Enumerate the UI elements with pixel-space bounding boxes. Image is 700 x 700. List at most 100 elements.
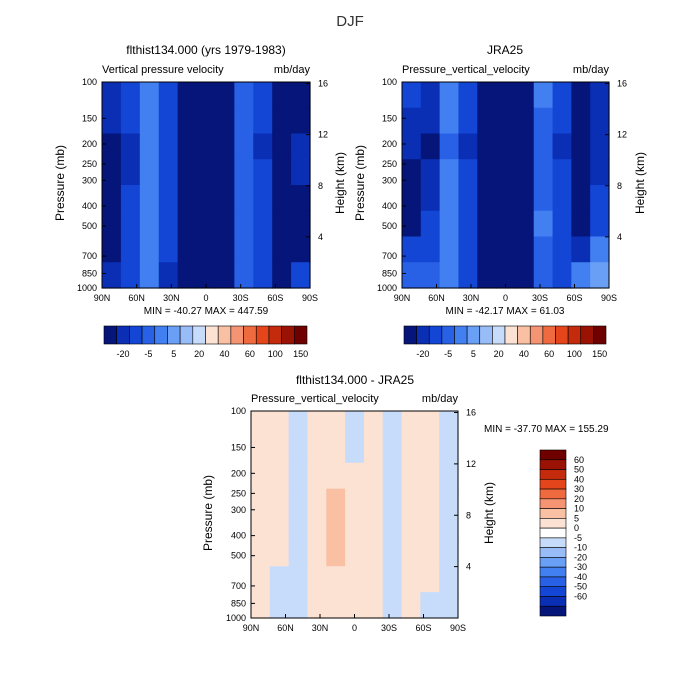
contour-cell xyxy=(458,262,478,289)
panel-subtitle: Pressure_vertical_velocity xyxy=(402,64,530,76)
contour-cell xyxy=(158,210,179,238)
contour-cell xyxy=(234,210,254,238)
panel-subtitle: Pressure_vertical_velocity xyxy=(251,393,379,405)
colorbar-swatch xyxy=(116,325,130,345)
contour-cell xyxy=(477,133,497,160)
contour-cell xyxy=(477,185,497,212)
contour-cell xyxy=(269,514,290,541)
contour-cell xyxy=(514,262,535,289)
contour-cell xyxy=(288,462,309,490)
x-tick-label: 90N xyxy=(394,293,411,303)
contour-cell xyxy=(402,262,422,289)
colorbar-label: -5 xyxy=(144,349,152,359)
colorbar-label: 20 xyxy=(574,494,584,504)
contour-cell xyxy=(288,540,309,567)
contour-cell xyxy=(177,107,198,135)
contour-cell xyxy=(514,236,535,263)
contour-cell xyxy=(439,236,460,263)
colorbar-label: 0 xyxy=(574,523,579,533)
contour-cell xyxy=(590,159,610,186)
contour-cell xyxy=(420,462,440,490)
contour-cell xyxy=(120,262,141,289)
contour-cell xyxy=(251,436,271,464)
contour-cell xyxy=(307,462,327,490)
panel-units: mb/day xyxy=(422,393,459,405)
colorbar-label: -20 xyxy=(416,349,429,359)
contour-cell xyxy=(552,133,572,160)
contour-cell xyxy=(120,236,141,263)
contour-cell xyxy=(401,436,421,464)
y-right-tick-label: 12 xyxy=(617,130,627,140)
panel-stats: MIN = -37.70 MAX = 155.29 xyxy=(484,424,609,435)
contour-cell xyxy=(382,488,403,516)
colorbar-label: 40 xyxy=(519,349,529,359)
contour-cell xyxy=(496,185,516,212)
colorbar-swatch xyxy=(466,325,481,345)
colorbar-swatch xyxy=(103,325,117,345)
colorbar-label: -5 xyxy=(444,349,452,359)
y-right-tick-label: 8 xyxy=(617,181,622,191)
contour-cell xyxy=(291,82,311,109)
x-tick-label: 0 xyxy=(203,293,208,303)
contour-cell xyxy=(477,262,497,289)
contour-cell xyxy=(420,592,440,619)
y-axis-label: Pressure (mb) xyxy=(53,145,67,221)
contour-cell xyxy=(496,133,516,160)
contour-cell xyxy=(514,133,535,160)
contour-cell xyxy=(496,107,516,135)
contour-cell xyxy=(177,262,198,289)
contour-cell xyxy=(439,133,460,160)
contour-cell xyxy=(439,210,460,238)
colorbar-label: 60 xyxy=(245,349,255,359)
contour-cell xyxy=(420,82,441,109)
y-tick-label: 1000 xyxy=(226,613,246,623)
contour-cell xyxy=(307,436,327,464)
y-tick-label: 700 xyxy=(82,251,97,261)
contour-cell xyxy=(382,566,403,593)
x-tick-label: 30S xyxy=(532,293,548,303)
y-axis-right-label: Height (km) xyxy=(482,482,496,544)
y-axis-right-label: Height (km) xyxy=(333,152,347,214)
colorbar-swatch xyxy=(281,325,295,345)
contour-cell xyxy=(458,185,478,212)
y-tick-label: 400 xyxy=(82,201,97,211)
contour-cell xyxy=(234,82,254,109)
colorbar-label: 60 xyxy=(574,455,584,465)
x-tick-label: 30N xyxy=(463,293,480,303)
colorbar-swatch xyxy=(454,325,468,345)
contour-cell xyxy=(120,82,141,109)
colorbar-swatch xyxy=(539,557,567,568)
contour-cell xyxy=(458,210,478,238)
contour-cell xyxy=(345,488,365,516)
contour-cell xyxy=(514,185,535,212)
contour-cell xyxy=(382,436,403,464)
contour-cell xyxy=(552,82,572,109)
contour-cell xyxy=(382,462,403,490)
colorbar-swatch xyxy=(492,325,506,345)
contour-cell xyxy=(496,262,516,289)
y-tick-label: 150 xyxy=(231,442,246,452)
contour-cell xyxy=(288,514,309,541)
contour-cell xyxy=(139,159,160,186)
panel-model: flthist134.000 (yrs 1979-1983) Vertical … xyxy=(53,43,347,317)
contour-cell xyxy=(251,592,271,619)
contour-cell xyxy=(272,236,292,263)
contour-cell xyxy=(363,411,384,438)
contour-cell xyxy=(272,185,292,212)
contour-cell xyxy=(420,488,440,516)
y-tick-label: 300 xyxy=(382,175,397,185)
contour-cell xyxy=(234,133,254,160)
contour-cell xyxy=(552,236,572,263)
colorbar-label: 40 xyxy=(574,474,584,484)
contour-cell xyxy=(420,540,440,567)
contour-cell xyxy=(251,488,271,516)
contour-cell xyxy=(158,82,179,109)
contour-cell xyxy=(401,488,421,516)
y-tick-label: 400 xyxy=(382,201,397,211)
panel-title: flthist134.000 (yrs 1979-1983) xyxy=(126,43,285,57)
contour-cell xyxy=(439,436,459,464)
colorbar-label: -20 xyxy=(117,349,130,359)
contour-cell xyxy=(401,540,421,567)
contour-cell xyxy=(402,236,422,263)
